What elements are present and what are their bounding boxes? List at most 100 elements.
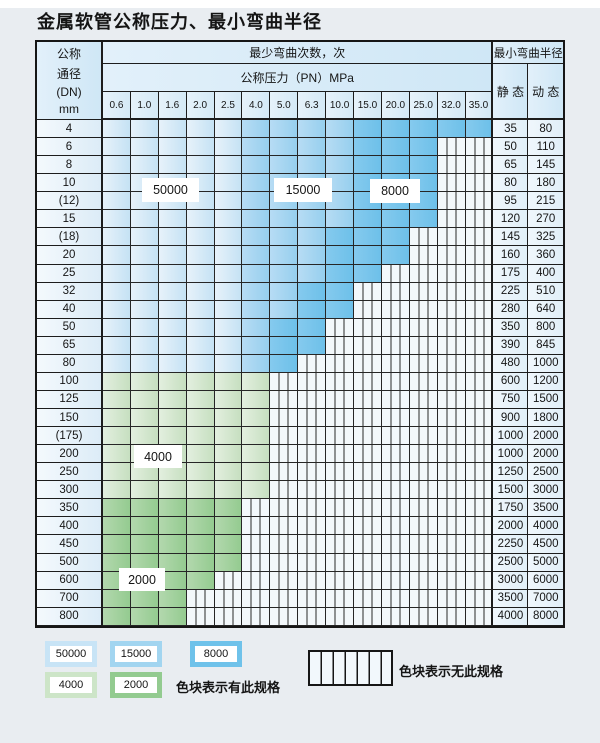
dn-cell: 125	[37, 390, 103, 409]
spec-cell-2000	[214, 517, 243, 536]
static-radius-cell: 175	[493, 264, 529, 283]
spec-cell-50000	[186, 120, 215, 139]
no-spec-cell	[465, 553, 494, 572]
spec-cell-4000	[242, 409, 271, 428]
spec-cell-50000	[130, 264, 159, 283]
spec-cell-4000	[130, 427, 159, 446]
spec-cell-50000	[130, 282, 159, 301]
spec-cell-8000	[409, 138, 438, 157]
pressure-header: 公称压力（PN）MPa	[103, 64, 494, 92]
spec-cell-4000	[214, 463, 243, 482]
no-spec-cell	[326, 372, 355, 391]
cycles-zone-label-8000: 8000	[370, 179, 420, 203]
no-spec-cell	[298, 390, 327, 409]
no-spec-cell	[437, 589, 466, 608]
legend-swatch-4000: 4000	[45, 672, 97, 698]
spec-cell-50000	[130, 210, 159, 229]
no-spec-cell	[465, 246, 494, 265]
dn-header-line: mm	[59, 101, 79, 116]
static-radius-cell: 750	[493, 390, 529, 409]
spec-cell-2000	[158, 571, 187, 590]
dn-cell: 8	[37, 156, 103, 175]
dn-header-line: 通径	[56, 67, 81, 82]
no-spec-cell	[270, 463, 299, 482]
no-spec-cell	[409, 427, 438, 446]
no-spec-cell	[326, 553, 355, 572]
spec-cell-50000	[158, 282, 187, 301]
static-radius-cell: 4000	[493, 607, 529, 626]
no-spec-cell	[409, 553, 438, 572]
no-spec-cell	[298, 517, 327, 536]
no-spec-cell	[437, 463, 466, 482]
no-spec-cell	[409, 517, 438, 536]
no-spec-cell	[465, 409, 494, 428]
spec-cell-4000	[214, 390, 243, 409]
no-spec-cell	[465, 174, 494, 193]
no-spec-cell	[298, 571, 327, 590]
spec-cell-50000	[186, 336, 215, 355]
no-spec-cell	[242, 499, 271, 518]
no-spec-cell	[409, 264, 438, 283]
cycles-zone-label-2000: 2000	[119, 568, 165, 591]
spec-cell-50000	[103, 156, 131, 175]
spec-cell-15000	[270, 264, 299, 283]
no-spec-cell	[409, 372, 438, 391]
no-spec-cell	[298, 607, 327, 626]
no-spec-cell	[409, 246, 438, 265]
spec-cell-4000	[158, 409, 187, 428]
dynamic-radius-cell: 1000	[528, 354, 563, 373]
spec-cell-2000	[103, 589, 131, 608]
no-spec-cell	[298, 445, 327, 464]
spec-cell-50000	[214, 318, 243, 337]
spec-cell-2000	[130, 607, 159, 626]
spec-cell-50000	[214, 138, 243, 157]
no-spec-cell	[326, 517, 355, 536]
no-spec-cell	[437, 409, 466, 428]
spec-cell-50000	[130, 354, 159, 373]
spec-cell-50000	[130, 120, 159, 139]
dn-cell: 20	[37, 246, 103, 265]
pressure-tick: 4.0	[242, 92, 271, 120]
spec-cell-15000	[298, 210, 327, 229]
no-spec-cell	[381, 463, 410, 482]
no-spec-cell	[298, 354, 327, 373]
no-spec-cell	[270, 517, 299, 536]
spec-cell-15000	[270, 156, 299, 175]
no-spec-cell	[214, 571, 243, 590]
legend-swatch-15000: 15000	[110, 641, 162, 667]
no-spec-cell	[270, 372, 299, 391]
spec-cell-2000	[130, 535, 159, 554]
dynamic-radius-cell: 6000	[528, 571, 563, 590]
no-spec-cell	[326, 463, 355, 482]
legend-swatch-8000: 8000	[190, 641, 242, 667]
no-spec-cell	[326, 390, 355, 409]
spec-cell-50000	[103, 282, 131, 301]
spec-cell-2000	[130, 499, 159, 518]
dynamic-radius-cell: 640	[528, 300, 563, 319]
no-spec-cell	[298, 553, 327, 572]
no-spec-cell	[270, 607, 299, 626]
spec-cell-4000	[214, 481, 243, 500]
spec-cell-2000	[186, 499, 215, 518]
no-spec-cell	[354, 517, 382, 536]
spec-cell-50000	[214, 228, 243, 247]
spec-cell-50000	[214, 336, 243, 355]
spec-cell-4000	[186, 372, 215, 391]
spec-cell-2000	[158, 517, 187, 536]
spec-cell-4000	[186, 427, 215, 446]
static-radius-cell: 2250	[493, 535, 529, 554]
spec-cell-8000	[326, 282, 355, 301]
static-radius-cell: 160	[493, 246, 529, 265]
no-spec-cell	[298, 481, 327, 500]
spec-cell-50000	[158, 120, 187, 139]
no-spec-cell	[465, 228, 494, 247]
dynamic-radius-cell: 110	[528, 138, 563, 157]
spec-cell-4000	[186, 409, 215, 428]
no-spec-cell	[381, 481, 410, 500]
pressure-tick: 25.0	[409, 92, 438, 120]
spec-cell-50000	[186, 138, 215, 157]
dn-cell: 300	[37, 481, 103, 500]
spec-cell-15000	[270, 300, 299, 319]
no-spec-cell	[326, 607, 355, 626]
